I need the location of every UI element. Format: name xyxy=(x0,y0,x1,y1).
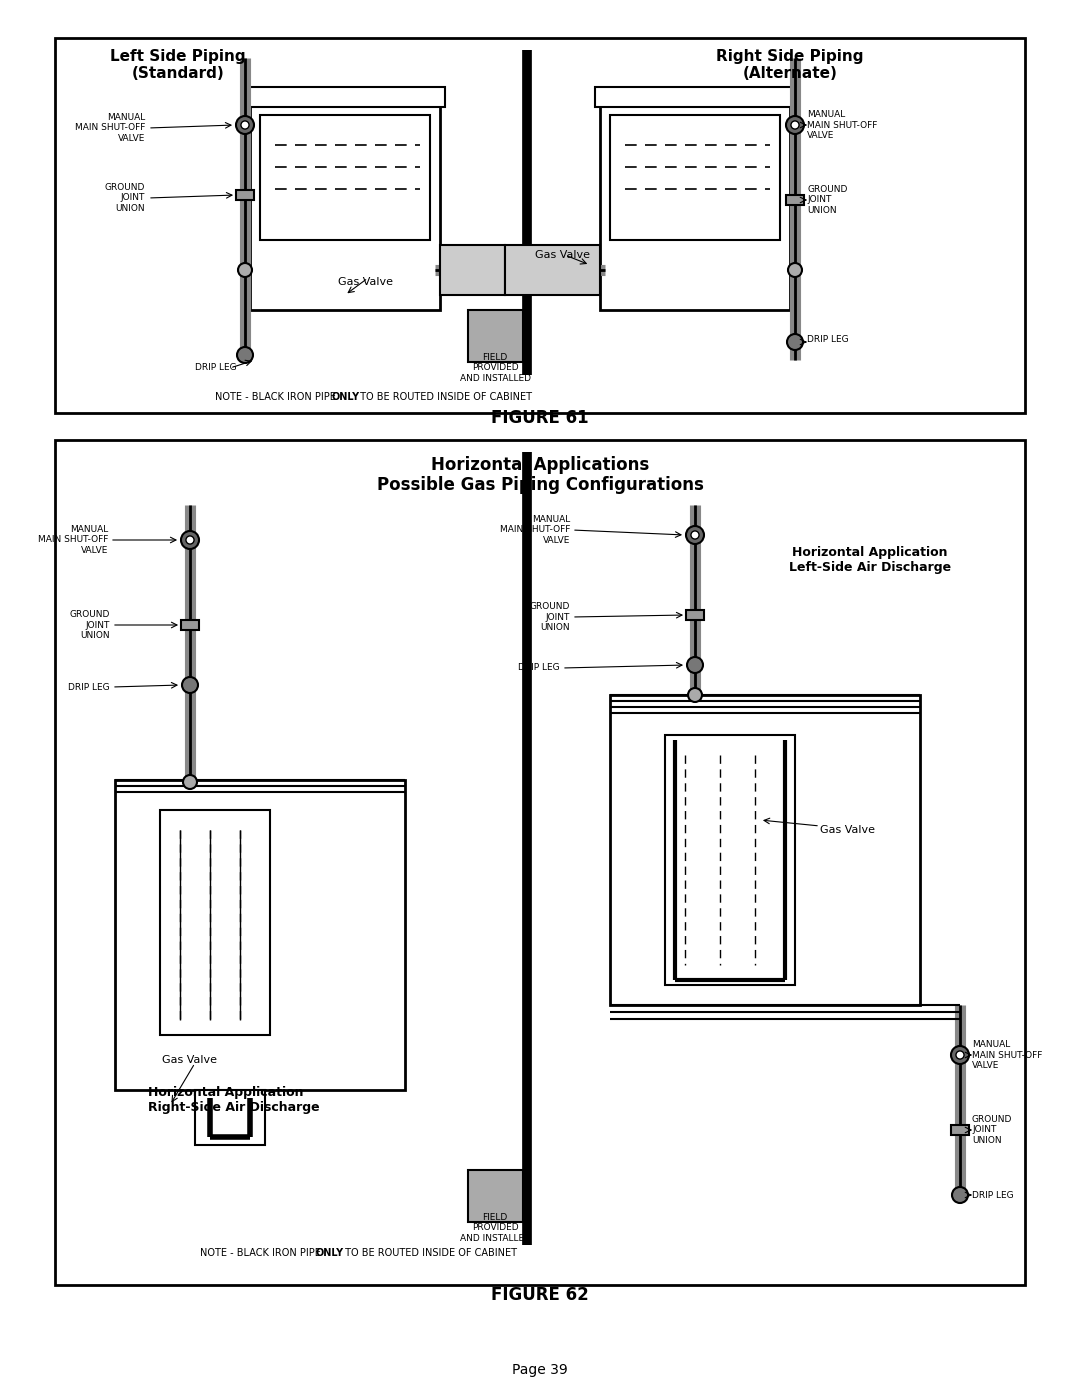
Text: DRIP LEG: DRIP LEG xyxy=(195,363,237,373)
Circle shape xyxy=(786,116,804,134)
Bar xyxy=(610,694,920,1004)
Bar xyxy=(468,310,523,362)
Bar xyxy=(160,810,270,1035)
Circle shape xyxy=(791,122,799,129)
Bar xyxy=(468,1171,523,1222)
Text: Right Side Piping
(Alternate): Right Side Piping (Alternate) xyxy=(716,49,864,81)
Bar xyxy=(440,244,505,295)
Text: MANUAL
MAIN SHUT-OFF
VALVE: MANUAL MAIN SHUT-OFF VALVE xyxy=(38,525,108,555)
Text: FIELD
PROVIDED
AND INSTALLED: FIELD PROVIDED AND INSTALLED xyxy=(459,1213,530,1243)
Text: NOTE - BLACK IRON PIPE: NOTE - BLACK IRON PIPE xyxy=(215,393,339,402)
Text: MANUAL
MAIN SHUT-OFF
VALVE: MANUAL MAIN SHUT-OFF VALVE xyxy=(75,113,145,142)
Bar xyxy=(55,38,1025,414)
Text: TO BE ROUTED INSIDE OF CABINET: TO BE ROUTED INSIDE OF CABINET xyxy=(342,1248,517,1259)
Bar xyxy=(55,440,1025,1285)
Text: Page 39: Page 39 xyxy=(512,1363,568,1377)
Bar xyxy=(245,87,445,108)
Bar xyxy=(114,780,405,1090)
Bar xyxy=(181,620,199,630)
Text: MANUAL
MAIN SHUT-OFF
VALVE: MANUAL MAIN SHUT-OFF VALVE xyxy=(500,515,570,545)
Circle shape xyxy=(787,334,804,351)
Circle shape xyxy=(237,116,254,134)
Text: Horizontal Application
Left-Side Air Discharge: Horizontal Application Left-Side Air Dis… xyxy=(788,546,951,574)
Circle shape xyxy=(241,122,249,129)
Circle shape xyxy=(788,263,802,277)
Circle shape xyxy=(687,657,703,673)
Text: DRIP LEG: DRIP LEG xyxy=(807,335,849,345)
Bar xyxy=(600,105,789,310)
Circle shape xyxy=(951,1046,969,1065)
Bar xyxy=(195,1090,265,1146)
Circle shape xyxy=(183,678,198,693)
Text: GROUND
JOINT
UNION: GROUND JOINT UNION xyxy=(972,1115,1012,1146)
Text: MANUAL
MAIN SHUT-OFF
VALVE: MANUAL MAIN SHUT-OFF VALVE xyxy=(972,1041,1042,1070)
Text: DRIP LEG: DRIP LEG xyxy=(68,683,110,692)
Circle shape xyxy=(691,531,699,539)
Text: Left Side Piping
(Standard): Left Side Piping (Standard) xyxy=(110,49,246,81)
Text: DRIP LEG: DRIP LEG xyxy=(972,1190,1014,1200)
Text: GROUND
JOINT
UNION: GROUND JOINT UNION xyxy=(69,610,110,640)
Text: FIELD
PROVIDED
AND INSTALLED: FIELD PROVIDED AND INSTALLED xyxy=(459,353,530,383)
Text: Gas Valve: Gas Valve xyxy=(535,250,590,260)
Text: Gas Valve: Gas Valve xyxy=(338,277,393,286)
Text: Gas Valve: Gas Valve xyxy=(820,826,875,835)
Text: Horizontal Application
Right-Side Air Discharge: Horizontal Application Right-Side Air Di… xyxy=(148,1085,320,1113)
Bar xyxy=(786,196,804,205)
Text: GROUND
JOINT
UNION: GROUND JOINT UNION xyxy=(105,183,145,212)
Text: ONLY: ONLY xyxy=(316,1248,345,1259)
Text: Horizontal Applications
Possible Gas Piping Configurations: Horizontal Applications Possible Gas Pip… xyxy=(377,455,703,495)
Bar xyxy=(610,115,780,240)
Circle shape xyxy=(186,536,194,543)
Circle shape xyxy=(956,1051,964,1059)
Text: Gas Valve: Gas Valve xyxy=(162,1055,217,1065)
Bar xyxy=(951,1125,969,1134)
Bar xyxy=(686,610,704,620)
Text: GROUND
JOINT
UNION: GROUND JOINT UNION xyxy=(807,184,848,215)
Text: FIGURE 61: FIGURE 61 xyxy=(491,409,589,427)
Circle shape xyxy=(688,687,702,703)
Bar xyxy=(237,190,254,200)
Circle shape xyxy=(951,1187,968,1203)
Bar xyxy=(249,105,440,310)
Text: ONLY: ONLY xyxy=(330,393,360,402)
Circle shape xyxy=(183,775,197,789)
Circle shape xyxy=(238,263,252,277)
Bar xyxy=(260,115,430,240)
Text: GROUND
JOINT
UNION: GROUND JOINT UNION xyxy=(529,602,570,631)
Text: FIGURE 62: FIGURE 62 xyxy=(491,1287,589,1303)
Text: MANUAL
MAIN SHUT-OFF
VALVE: MANUAL MAIN SHUT-OFF VALVE xyxy=(807,110,877,140)
Circle shape xyxy=(237,346,253,363)
Bar xyxy=(505,244,600,295)
Bar xyxy=(665,735,795,985)
Bar xyxy=(595,87,795,108)
Text: NOTE - BLACK IRON PIPE: NOTE - BLACK IRON PIPE xyxy=(200,1248,324,1259)
Circle shape xyxy=(686,527,704,543)
Text: DRIP LEG: DRIP LEG xyxy=(518,664,561,672)
Text: TO BE ROUTED INSIDE OF CABINET: TO BE ROUTED INSIDE OF CABINET xyxy=(357,393,532,402)
Circle shape xyxy=(181,531,199,549)
